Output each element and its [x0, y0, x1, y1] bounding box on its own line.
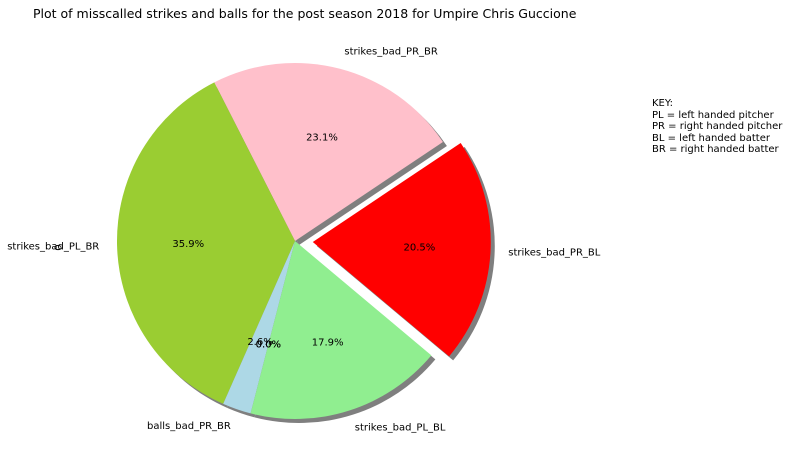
key-line-pr: PR = right handed pitcher	[652, 121, 783, 133]
pie-slice-percent-label: 0.0%	[256, 339, 281, 350]
key-box: KEY: PL = left handed pitcher PR = right…	[652, 98, 782, 156]
pie-slice-percent-label: 2.6%	[247, 337, 272, 348]
pie-text-layer: 20.5% strikes_bad_PR_BL 23.1% strikes_bad_P…	[7, 47, 601, 434]
pie-slice-category-label: strikes_bad_PL_BR	[7, 241, 99, 252]
pie-slice-percent-label: 35.9%	[172, 239, 204, 250]
pie-slice-category-label: strikes_bad_PR_BR	[344, 47, 437, 58]
pie-slice-percent-label: 23.1%	[306, 133, 338, 144]
pie-slice-percent-label: 20.5%	[404, 243, 436, 254]
key-line-br: BR = right handed batter	[652, 144, 779, 156]
pie-slice-category-label: strikes_bad_PR_BL	[508, 248, 600, 259]
pie-slice-percent-label: 0.0%	[256, 339, 281, 350]
pie-slice	[223, 241, 295, 414]
pie-slice-category-label: strikes_bad_PL_BL	[355, 422, 446, 433]
pie-slice-layer	[116, 63, 491, 420]
pie-slice	[250, 241, 432, 420]
key-heading: KEY:	[652, 98, 674, 109]
pie-slice	[312, 142, 491, 357]
key-line-bl: BL = left handed batter	[652, 132, 770, 144]
pie-slice	[214, 63, 443, 242]
pie-slice	[116, 82, 295, 404]
pie-slice-percent-label: 17.9%	[312, 338, 344, 349]
key-line-pl: PL = left handed pitcher	[652, 109, 774, 121]
pie-slice-category-label: balls_bad_PR_BR	[147, 421, 231, 432]
chart-title: Plot of misscalled strikes and balls for…	[33, 6, 577, 21]
